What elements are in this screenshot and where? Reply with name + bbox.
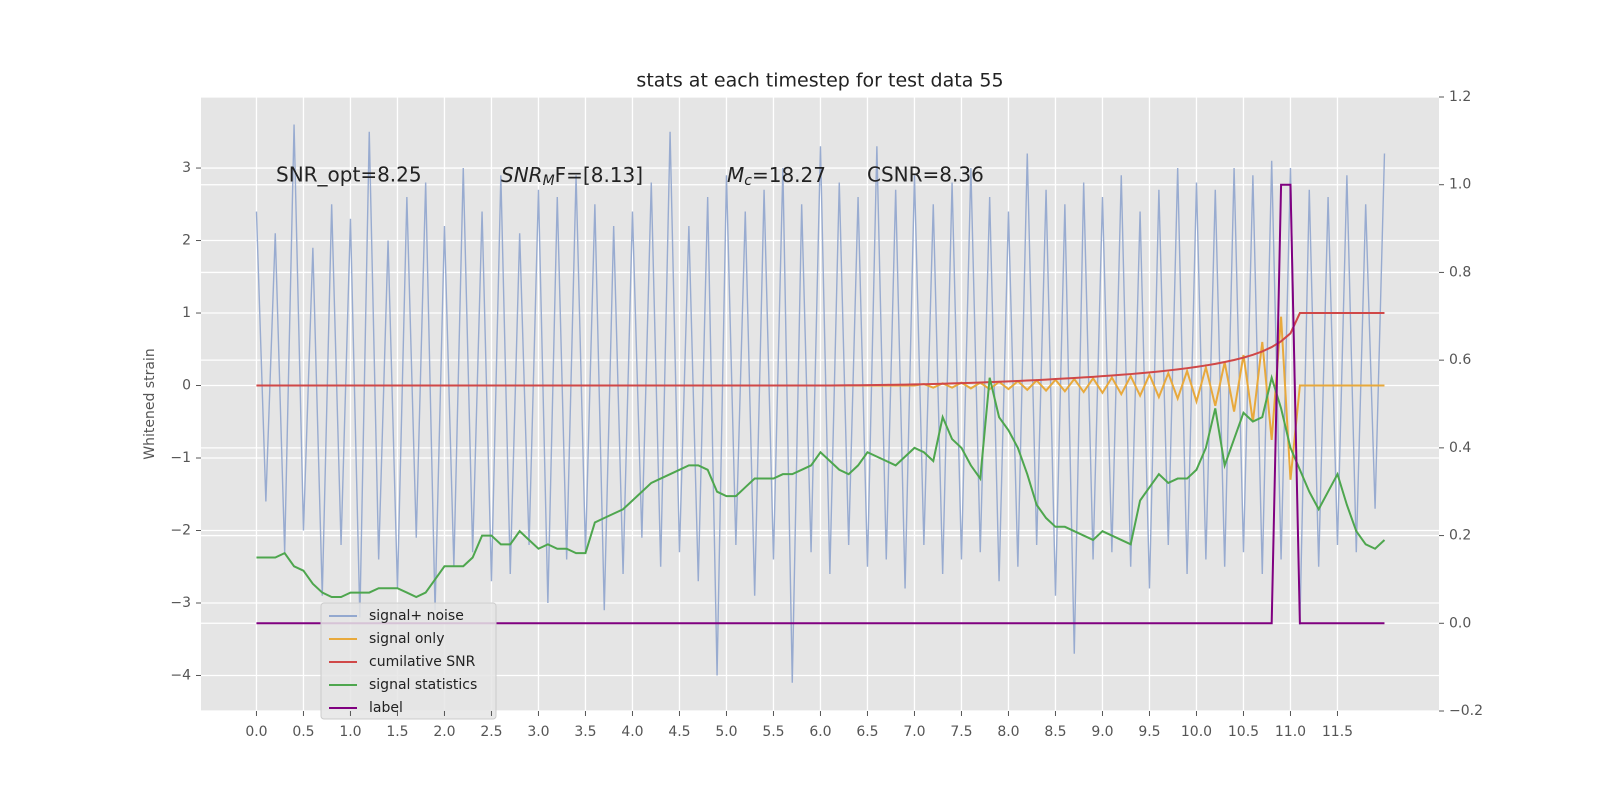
x-tick-label: 3.0 (527, 724, 549, 740)
y2-tick-label: 0.8 (1449, 264, 1471, 280)
x-tick-label: 0.5 (292, 724, 314, 740)
x-tick-label: 7.5 (950, 724, 972, 740)
x-tick-label: 0.0 (245, 724, 267, 740)
x-tick-label: 4.0 (621, 724, 643, 740)
y2-tick-label: 0.4 (1449, 440, 1471, 456)
annotation-base: SNR (501, 163, 543, 187)
x-tick-label: 10.0 (1181, 724, 1212, 740)
y2-tick-label: 1.0 (1449, 177, 1471, 193)
x-tick-label: 5.0 (715, 724, 737, 740)
legend-label: signal+ noise (369, 608, 464, 624)
legend-label: signal only (369, 631, 444, 647)
x-tick-label: 9.5 (1138, 724, 1160, 740)
y2-tick-label: 1.2 (1449, 89, 1471, 105)
x-tick-label: 7.0 (903, 724, 925, 740)
y2-tick-label: 0.0 (1449, 615, 1471, 631)
y-tick-label: 0 (182, 378, 191, 394)
y2-tick-label: 0.6 (1449, 352, 1471, 368)
x-tick-label: 11.0 (1275, 724, 1306, 740)
x-tick-label: 6.0 (809, 724, 831, 740)
y-tick-label: 3 (182, 160, 191, 176)
y2-tick-label: −0.2 (1449, 703, 1483, 719)
x-tick-label: 8.5 (1044, 724, 1066, 740)
y-tick-label: −4 (170, 667, 191, 683)
y-tick-label: 2 (182, 233, 191, 249)
annotation-text: F=[8.13] (555, 163, 643, 187)
annotation-base: M (727, 163, 744, 187)
x-tick-label: 9.0 (1091, 724, 1113, 740)
annotation: CSNR=8.36 (867, 163, 984, 187)
y-tick-label: −1 (170, 450, 191, 466)
y2-tick-label: 0.2 (1449, 528, 1471, 544)
y-tick-label: −2 (170, 522, 191, 538)
x-tick-label: 1.0 (339, 724, 361, 740)
annotation: SNRMF=[8.13] (501, 163, 643, 190)
x-tick-label: 2.5 (480, 724, 502, 740)
y-tick-label: −3 (170, 595, 191, 611)
series-line (256, 373, 1386, 599)
y-axis-label: Whitened strain (142, 348, 158, 459)
x-tick-label: 8.0 (997, 724, 1019, 740)
annotation-sub: M (543, 173, 555, 189)
annotation-text: =18.27 (752, 163, 826, 187)
legend-label: label (369, 700, 403, 716)
x-tick-label: 10.5 (1228, 724, 1259, 740)
x-tick-label: 11.5 (1322, 724, 1353, 740)
x-tick-label: 4.5 (668, 724, 690, 740)
legend-label: signal statistics (369, 677, 477, 693)
x-tick-label: 3.5 (574, 724, 596, 740)
series-line (256, 312, 1385, 387)
legend-box (320, 602, 497, 720)
x-tick-label: 1.5 (386, 724, 408, 740)
y-tick-label: 1 (182, 305, 191, 321)
x-tick-label: 6.5 (856, 724, 878, 740)
series-line (255, 124, 1386, 683)
annotation: Mc=18.27 (727, 163, 826, 190)
legend-label: cumilative SNR (369, 654, 476, 670)
annotation: SNR_opt=8.25 (276, 163, 422, 187)
x-tick-label: 2.0 (433, 724, 455, 740)
annotation-sub: c (744, 173, 752, 189)
chart-title: stats at each timestep for test data 55 (636, 70, 1003, 92)
x-tick-label: 5.5 (762, 724, 784, 740)
